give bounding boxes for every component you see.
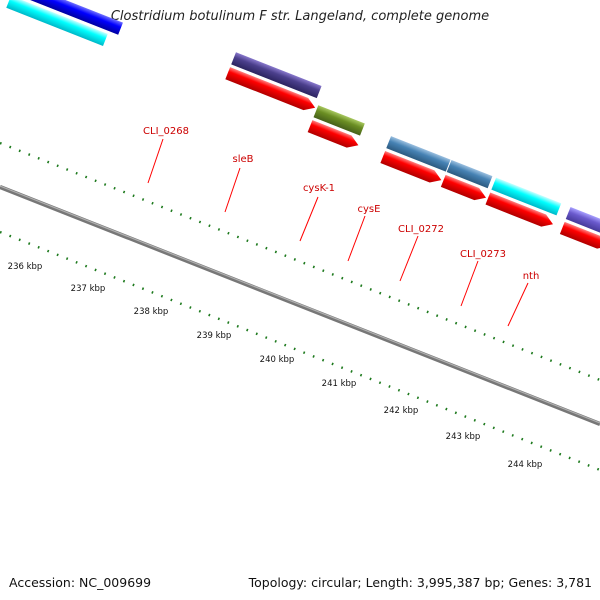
cds-arrow[interactable] xyxy=(440,174,489,204)
leader-line xyxy=(299,196,319,242)
ruler-label-236: 236 kbp xyxy=(8,262,43,272)
ruler-label-241: 241 kbp xyxy=(322,379,357,389)
feature-track xyxy=(6,0,600,252)
feature-block xyxy=(6,0,108,46)
ruler-label-244: 244 kbp xyxy=(508,460,543,470)
leader-line xyxy=(224,167,241,213)
leader-line xyxy=(507,282,529,327)
leader-line xyxy=(399,235,419,282)
feature-label-cyse[interactable]: cysE xyxy=(358,204,381,215)
feature-label-nth[interactable]: nth xyxy=(523,271,540,282)
ruler-label-243: 243 kbp xyxy=(446,432,481,442)
leader-line xyxy=(460,260,479,307)
accession-label: Accession: NC_009699 xyxy=(9,575,152,590)
genome-summary: Topology: circular; Length: 3,995,387 bp… xyxy=(248,575,592,590)
map-title: Clostridium botulinum F str. Langeland, … xyxy=(110,9,490,24)
feature-label-cli0268[interactable]: CLI_0268 xyxy=(143,126,189,137)
feature-label-cysk1[interactable]: cysK-1 xyxy=(303,183,335,194)
cds-arrow[interactable] xyxy=(485,192,555,230)
feature-block-cysk1[interactable] xyxy=(386,136,451,172)
feature-block-cli0268[interactable] xyxy=(231,52,322,99)
cds-arrow[interactable] xyxy=(380,150,443,186)
outer-tick-ring xyxy=(0,141,600,382)
inner-tick-ring xyxy=(0,230,600,472)
cds-arrow[interactable] xyxy=(559,221,600,252)
ruler-label-239: 239 kbp xyxy=(197,331,232,341)
cds-arrow[interactable] xyxy=(307,120,361,151)
ruler-label-237: 237 kbp xyxy=(71,284,106,294)
feature-block-sleb[interactable] xyxy=(313,105,365,136)
ruler-label-238: 238 kbp xyxy=(134,307,169,317)
feature-block-cli0273[interactable] xyxy=(565,206,600,237)
ruler-label-242: 242 kbp xyxy=(384,406,419,416)
cds-arrow[interactable] xyxy=(225,67,317,114)
leader-line xyxy=(347,215,366,262)
feature-block-cyse[interactable] xyxy=(446,159,493,189)
feature-label-sleb[interactable]: sleB xyxy=(232,154,253,165)
ruler-label-240: 240 kbp xyxy=(260,355,295,365)
feature-block-cli0272[interactable] xyxy=(491,177,562,216)
feature-block xyxy=(12,0,123,35)
leader-line xyxy=(147,138,164,184)
genome-backbone xyxy=(0,185,600,426)
feature-label-cli0272[interactable]: CLI_0272 xyxy=(398,224,444,235)
feature-label-cli0273[interactable]: CLI_0273 xyxy=(460,249,506,260)
